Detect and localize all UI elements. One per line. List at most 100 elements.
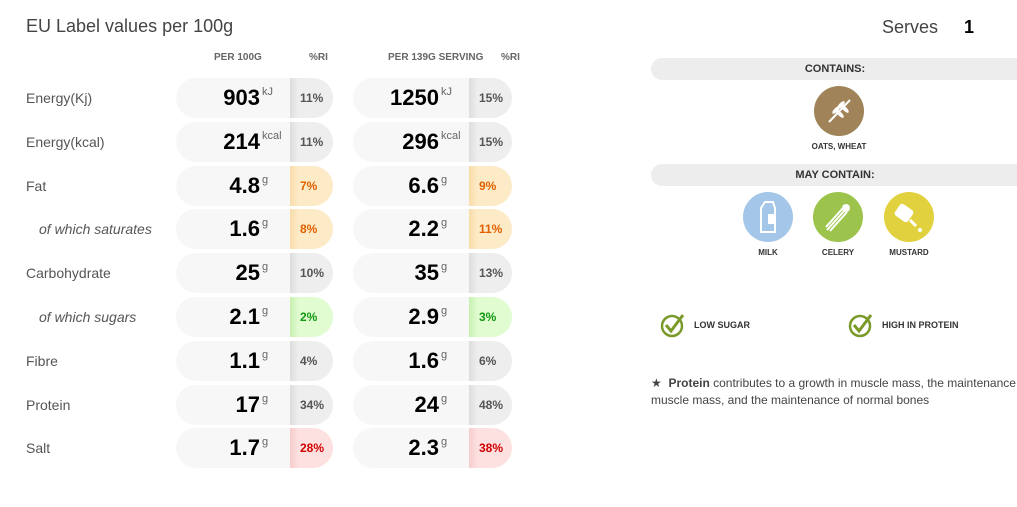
page-title: EU Label values per 100g: [26, 16, 234, 36]
ri-percent: 8%: [290, 209, 333, 250]
ri-percent: 4%: [290, 340, 333, 381]
claim-label: HIGH IN PROTEIN: [882, 320, 959, 330]
claim-low-sugar: LOW SUGAR: [660, 312, 750, 338]
ri-percent: 28%: [290, 428, 333, 469]
value-pill: 1.7 g 28%: [176, 428, 333, 469]
ri-percent: 11%: [290, 121, 333, 162]
table-row: Fat 4.8 g 7% 6.6 g 9%: [0, 165, 600, 206]
table-row: Salt 1.7 g 28% 2.3 g 38%: [0, 428, 600, 469]
nutrient-label: Carbohydrate: [26, 265, 111, 282]
ri-percent: 11%: [469, 209, 512, 250]
ri-percent: 15%: [469, 121, 512, 162]
allergen-name: MUSTARD: [889, 248, 929, 257]
nutrient-label: Energy(kcal): [26, 133, 105, 150]
serves-label: Serves: [882, 17, 939, 37]
nutrient-value: 25: [235, 260, 260, 286]
nutrient-label: of which saturates: [39, 221, 152, 238]
nutrient-value: 35: [414, 260, 439, 286]
ri-percent: 11%: [290, 78, 333, 118]
nutrient-value: 2.2: [408, 216, 439, 242]
allergen-name: OATS, WHEAT: [811, 142, 867, 151]
ri-percent: 9%: [469, 165, 512, 206]
nutrient-unit: g: [441, 392, 448, 405]
ri-percent: 38%: [469, 428, 512, 469]
celery-icon: [813, 192, 863, 242]
value-pill: 6.6 g 9%: [353, 165, 512, 206]
nutrient-value: 1250: [390, 85, 439, 110]
nutrient-value: 903: [223, 85, 260, 110]
header-ri-2: %RI: [501, 52, 520, 63]
protein-note: ★ Protein contributes to a growth in mus…: [651, 375, 1017, 409]
nutrient-unit: kJ: [441, 86, 452, 98]
value-pill: 2.1 g 2%: [176, 297, 333, 337]
nutrient-label: Fibre: [26, 352, 58, 369]
value-pill: 17 g 34%: [176, 384, 333, 425]
check-circle-icon: [660, 314, 685, 338]
allergen-item: CELERY: [798, 192, 878, 257]
mustard-bottle-icon: [884, 192, 934, 242]
ri-percent: 3%: [469, 297, 512, 337]
value-pill: 903 kJ 11%: [176, 78, 333, 118]
ri-percent: 2%: [290, 297, 333, 337]
nutrient-value: 2.3: [408, 435, 439, 461]
contains-header: CONTAINS:: [651, 58, 1017, 80]
nutrient-unit: g: [262, 436, 269, 449]
value-pill: 2.2 g 11%: [353, 209, 512, 250]
value-pill: 24 g 48%: [353, 384, 512, 425]
value-pill: 4.8 g 7%: [176, 165, 333, 206]
ri-percent: 6%: [469, 340, 512, 381]
nutrient-unit: g: [262, 217, 269, 230]
nutrient-value: 6.6: [408, 172, 439, 198]
allergen-item: OATS, WHEAT: [799, 86, 879, 151]
allergen-item: MUSTARD: [869, 192, 949, 257]
star-icon: ★: [651, 376, 662, 390]
value-pill: 35 g 13%: [353, 253, 512, 294]
table-row: Carbohydrate 25 g 10% 35 g 13%: [0, 253, 600, 294]
nutrient-value: 24: [414, 391, 439, 417]
ri-percent: 15%: [469, 78, 512, 118]
nutrient-value: 214: [223, 128, 260, 154]
value-pill: 2.3 g 38%: [353, 428, 512, 469]
value-pill: 1250 kJ 15%: [353, 78, 512, 118]
value-pill: 1.1 g 4%: [176, 340, 333, 381]
table-row: Protein 17 g 34% 24 g 48%: [0, 384, 600, 425]
nutrient-value: 1.6: [229, 216, 260, 242]
note-line2: muscle mass, and the maintenance of norm…: [651, 393, 930, 407]
table-row: of which saturates 1.6 g 8% 2.2 g 11%: [0, 209, 600, 250]
nutrient-unit: g: [441, 436, 448, 449]
header-ri-1: %RI: [309, 52, 328, 63]
nutrient-label: Salt: [26, 440, 51, 457]
nutrient-unit: g: [262, 392, 269, 405]
nutrient-value: 1.1: [229, 347, 260, 373]
table-row: of which sugars 2.1 g 2% 2.9 g 3%: [0, 297, 600, 337]
table-row: Energy(Kj) 903 kJ 11% 1250 kJ 15%: [0, 78, 600, 118]
milk-carton-icon: [743, 192, 793, 242]
header-per-100g: PER 100G: [214, 52, 262, 63]
claim-label: LOW SUGAR: [694, 320, 750, 330]
nutrient-value: 2.9: [408, 304, 439, 329]
nutrient-value: 296: [402, 128, 439, 154]
ri-percent: 10%: [290, 253, 333, 294]
allergen-item: MILK: [728, 192, 808, 257]
nutrient-unit: kJ: [262, 86, 273, 98]
serves-value: 1: [964, 17, 975, 37]
nutrient-label: Fat: [26, 177, 47, 194]
ri-percent: 48%: [469, 384, 512, 425]
nutrient-unit: g: [441, 217, 448, 230]
nutrient-unit: g: [441, 261, 448, 274]
nutrient-unit: g: [262, 348, 269, 361]
table-row: Energy(kcal) 214 kcal 11% 296 kcal 15%: [0, 121, 600, 162]
nutrient-unit: kcal: [262, 129, 282, 142]
note-line1: contributes to a growth in muscle mass, …: [709, 376, 1017, 390]
value-pill: 214 kcal 11%: [176, 121, 333, 162]
nutrient-value: 17: [235, 391, 260, 417]
nutrient-value: 1.6: [408, 347, 439, 373]
nutrient-unit: g: [441, 173, 448, 186]
nutrient-unit: g: [262, 305, 269, 317]
nutrient-unit: g: [441, 305, 448, 317]
note-bold: Protein: [668, 376, 710, 390]
nutrient-unit: kcal: [441, 129, 461, 142]
header-per-serving: PER 139G SERVING: [388, 52, 484, 63]
wheat-icon: [814, 86, 864, 136]
value-pill: 2.9 g 3%: [353, 297, 512, 337]
